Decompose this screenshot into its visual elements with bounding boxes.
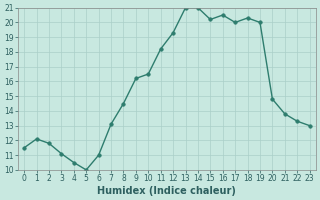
X-axis label: Humidex (Indice chaleur): Humidex (Indice chaleur) — [98, 186, 236, 196]
